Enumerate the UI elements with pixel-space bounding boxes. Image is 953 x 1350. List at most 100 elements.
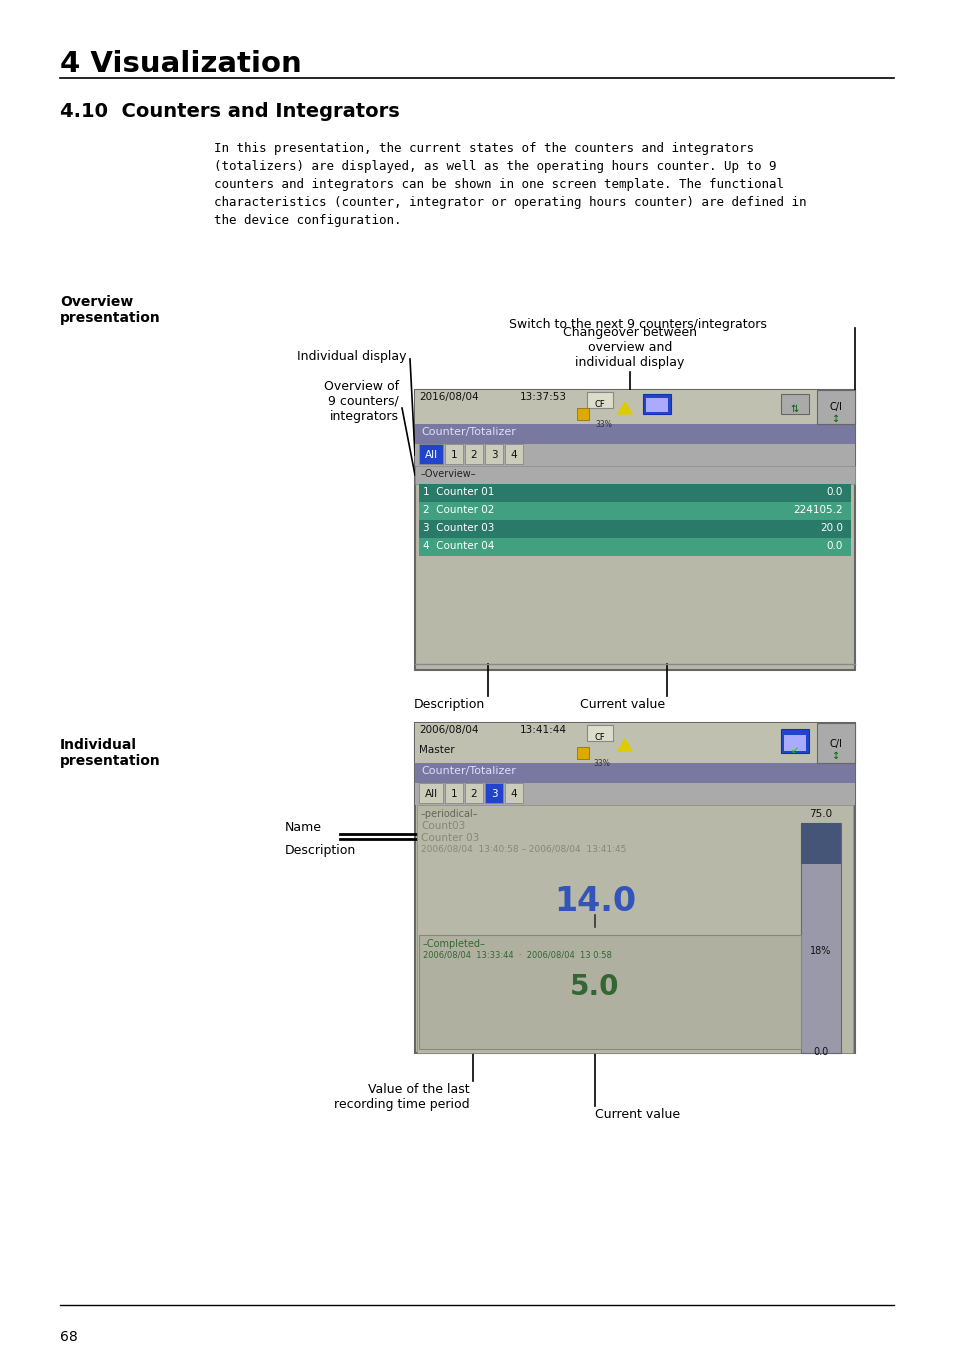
- Text: –periodical–: –periodical–: [420, 809, 478, 819]
- Text: Description: Description: [414, 698, 484, 711]
- Text: 4.10  Counters and Integrators: 4.10 Counters and Integrators: [60, 103, 399, 122]
- Text: In this presentation, the current states of the counters and integrators: In this presentation, the current states…: [213, 142, 753, 155]
- Bar: [418, 539, 850, 556]
- Text: –Completed–: –Completed–: [422, 940, 485, 949]
- Text: 75.0: 75.0: [808, 809, 832, 819]
- Text: 0.0: 0.0: [825, 487, 842, 497]
- Text: 68: 68: [60, 1330, 77, 1345]
- Bar: [801, 824, 841, 1053]
- Bar: [577, 747, 588, 759]
- Text: (totalizers) are displayed, as well as the operating hours counter. Up to 9: (totalizers) are displayed, as well as t…: [213, 161, 776, 173]
- Text: 224105.2: 224105.2: [793, 505, 842, 514]
- Bar: [418, 520, 850, 539]
- Text: Description: Description: [285, 844, 355, 857]
- Text: –Overview–: –Overview–: [420, 468, 476, 479]
- Bar: [415, 424, 854, 444]
- Bar: [504, 783, 522, 803]
- Bar: [586, 392, 613, 408]
- Bar: [504, 444, 522, 464]
- Text: ↙: ↙: [790, 745, 799, 755]
- Text: 3: 3: [490, 788, 497, 799]
- Bar: [418, 485, 850, 502]
- Bar: [415, 783, 854, 805]
- Text: 3: 3: [490, 450, 497, 460]
- Text: 0.0: 0.0: [813, 1048, 828, 1057]
- Bar: [645, 398, 667, 412]
- Text: C/I: C/I: [829, 738, 841, 749]
- Text: 3  Counter 03: 3 Counter 03: [422, 522, 494, 533]
- Bar: [484, 783, 502, 803]
- Text: 2016/08/04: 2016/08/04: [418, 392, 478, 402]
- Text: 4 Visualization: 4 Visualization: [60, 50, 301, 78]
- Text: 4: 4: [510, 788, 517, 799]
- Bar: [464, 444, 482, 464]
- Text: Overview
presentation: Overview presentation: [60, 296, 161, 325]
- Text: 13:37:53: 13:37:53: [519, 392, 566, 402]
- Text: Overview of
9 counters/
integrators: Overview of 9 counters/ integrators: [323, 379, 398, 423]
- Bar: [415, 724, 854, 1053]
- Bar: [781, 394, 808, 414]
- Bar: [415, 444, 854, 466]
- Text: ↕: ↕: [831, 751, 840, 761]
- Text: characteristics (counter, integrator or operating hours counter) are defined in: characteristics (counter, integrator or …: [213, 196, 805, 209]
- Text: counters and integrators can be shown in one screen template. The functional: counters and integrators can be shown in…: [213, 178, 783, 190]
- Bar: [415, 763, 854, 783]
- Text: ⇅: ⇅: [790, 404, 799, 414]
- Polygon shape: [618, 402, 631, 414]
- Bar: [444, 783, 462, 803]
- Text: Counter 03: Counter 03: [420, 833, 478, 842]
- Text: 2: 2: [470, 450, 476, 460]
- Text: Master: Master: [418, 745, 455, 755]
- Bar: [418, 444, 442, 464]
- Text: Current value: Current value: [579, 698, 664, 711]
- Bar: [642, 394, 670, 414]
- Bar: [415, 390, 854, 424]
- Text: Name: Name: [285, 821, 322, 834]
- Text: 2006/08/04  13:33:44  ·  2006/08/04  13 0:58: 2006/08/04 13:33:44 · 2006/08/04 13 0:58: [422, 950, 611, 960]
- Text: 1: 1: [450, 788, 456, 799]
- Bar: [418, 936, 801, 1049]
- Bar: [783, 734, 805, 751]
- Bar: [416, 805, 852, 1053]
- Bar: [418, 783, 442, 803]
- Text: CF: CF: [594, 733, 605, 743]
- Text: Counter/Totalizer: Counter/Totalizer: [420, 427, 516, 437]
- Text: All: All: [424, 788, 437, 799]
- Text: the device configuration.: the device configuration.: [213, 215, 401, 227]
- Text: All: All: [424, 450, 437, 460]
- Text: 2006/08/04: 2006/08/04: [418, 725, 478, 734]
- Text: Individual
presentation: Individual presentation: [60, 738, 161, 768]
- Bar: [415, 466, 854, 485]
- Bar: [816, 390, 854, 424]
- Text: 33%: 33%: [593, 759, 609, 768]
- Bar: [484, 444, 502, 464]
- Bar: [464, 783, 482, 803]
- Text: 1  Counter 01: 1 Counter 01: [422, 487, 494, 497]
- Text: ↕: ↕: [831, 414, 840, 424]
- Text: Current value: Current value: [595, 1108, 679, 1120]
- Text: 33%: 33%: [595, 420, 611, 429]
- Text: 18%: 18%: [809, 946, 831, 956]
- Text: 0.0: 0.0: [825, 541, 842, 551]
- Text: 4  Counter 04: 4 Counter 04: [422, 541, 494, 551]
- Text: Individual display: Individual display: [297, 350, 407, 363]
- Text: 5.0: 5.0: [570, 973, 619, 1000]
- Text: Switch to the next 9 counters/integrators: Switch to the next 9 counters/integrator…: [509, 319, 766, 331]
- Bar: [577, 408, 588, 420]
- Text: 2006/08/04  13:40:58 – 2006/08/04  13:41:45: 2006/08/04 13:40:58 – 2006/08/04 13:41:4…: [420, 845, 626, 855]
- Bar: [418, 502, 850, 520]
- Text: Changeover between
overview and
individual display: Changeover between overview and individu…: [562, 325, 697, 369]
- Text: 13:41:44: 13:41:44: [519, 725, 566, 734]
- Bar: [415, 724, 854, 763]
- Bar: [444, 444, 462, 464]
- Text: Count03: Count03: [420, 821, 465, 832]
- Text: Value of the last
recording time period: Value of the last recording time period: [334, 1083, 470, 1111]
- Bar: [801, 824, 841, 864]
- Text: 20.0: 20.0: [820, 522, 842, 533]
- Text: Counter/Totalizer: Counter/Totalizer: [420, 765, 516, 776]
- Text: 2: 2: [470, 788, 476, 799]
- Polygon shape: [618, 738, 631, 751]
- Bar: [781, 729, 808, 753]
- Text: 4: 4: [510, 450, 517, 460]
- Bar: [816, 724, 854, 763]
